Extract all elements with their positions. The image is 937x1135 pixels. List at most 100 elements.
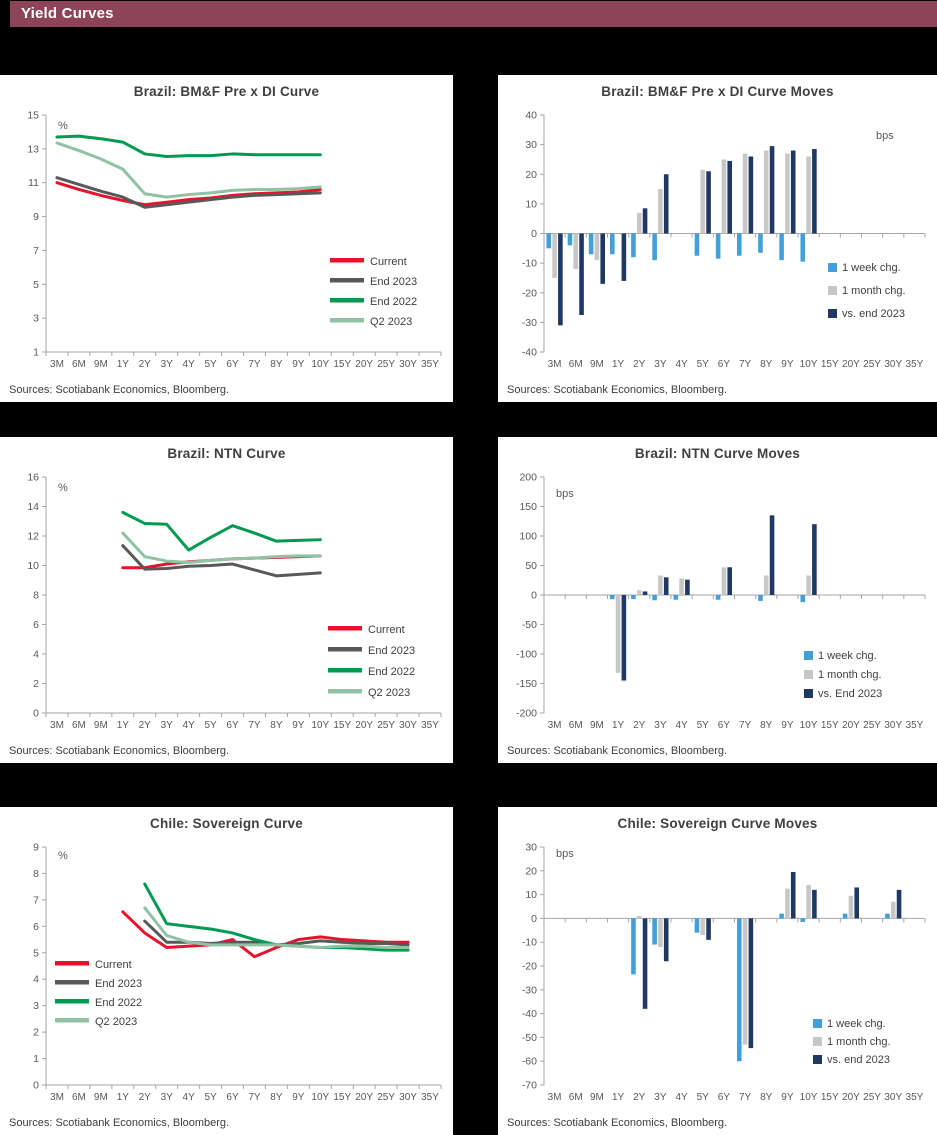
- svg-text:3M: 3M: [50, 1092, 64, 1103]
- svg-text:3Y: 3Y: [654, 720, 667, 731]
- svg-text:1: 1: [33, 347, 39, 359]
- svg-text:5Y: 5Y: [204, 720, 217, 731]
- chile-sovereign-curve-chart: 0 1 2 3 4 5 6 7 8 9 3M 6M 9M 1Y 2Y 3Y 4Y 5Y 6Y 7Y 8Y 9Y 10Y 15Y…: [33, 842, 442, 1103]
- source-note: Sources: Scotiabank Economics, Bloomberg…: [507, 384, 728, 396]
- svg-text:8Y: 8Y: [760, 720, 773, 731]
- svg-text:6M: 6M: [569, 720, 583, 731]
- svg-text:20Y: 20Y: [355, 1092, 373, 1103]
- svg-text:9M: 9M: [590, 720, 604, 731]
- svg-text:4Y: 4Y: [675, 720, 688, 731]
- svg-text:9M: 9M: [590, 1092, 604, 1103]
- svg-text:9Y: 9Y: [781, 1092, 794, 1103]
- svg-text:3M: 3M: [548, 1092, 562, 1103]
- svg-text:Q2 2023: Q2 2023: [95, 1016, 137, 1028]
- svg-text:1Y: 1Y: [612, 359, 625, 370]
- svg-text:4Y: 4Y: [183, 1092, 196, 1103]
- svg-text:30: 30: [525, 842, 537, 854]
- svg-text:9M: 9M: [94, 720, 108, 731]
- svg-text:1Y: 1Y: [117, 359, 130, 370]
- svg-text:-200: -200: [516, 708, 537, 720]
- brazil-ntn-curve-moves-chart: -200 -150 -100 -50 0 50 100 150 200 3M 6M 9M 1Y 2Y 3Y 4…: [516, 472, 926, 731]
- page-title: Yield Curves: [21, 5, 114, 22]
- svg-text:7: 7: [33, 245, 39, 257]
- svg-text:10: 10: [525, 889, 537, 901]
- svg-text:4: 4: [33, 649, 39, 661]
- svg-text:15Y: 15Y: [333, 359, 351, 370]
- svg-text:2Y: 2Y: [633, 1092, 646, 1103]
- svg-text:7Y: 7Y: [248, 720, 261, 731]
- svg-text:2Y: 2Y: [633, 359, 646, 370]
- svg-text:5Y: 5Y: [697, 720, 710, 731]
- svg-text:150: 150: [519, 501, 537, 513]
- svg-text:-50: -50: [522, 1032, 537, 1044]
- svg-text:8Y: 8Y: [270, 359, 283, 370]
- svg-text:9M: 9M: [94, 1092, 108, 1103]
- svg-text:%: %: [58, 120, 68, 132]
- svg-text:35Y: 35Y: [421, 720, 439, 731]
- svg-text:1: 1: [33, 1053, 39, 1065]
- chart-panel-brazil-pre-di-moves: Brazil: BM&F Pre x DI Curve Moves -40 -30…: [498, 75, 937, 402]
- svg-text:-10: -10: [522, 937, 537, 949]
- svg-text:100: 100: [519, 531, 537, 543]
- svg-text:End 2023: End 2023: [370, 276, 417, 288]
- svg-text:9Y: 9Y: [292, 359, 305, 370]
- svg-text:Q2 2023: Q2 2023: [370, 316, 412, 328]
- chart-panel-brazil-pre-di: Brazil: BM&F Pre x DI Curve 1 3 5 7 9 11 13 15 3…: [0, 75, 453, 402]
- svg-text:bps: bps: [556, 848, 574, 860]
- svg-text:8Y: 8Y: [270, 1092, 283, 1103]
- svg-text:2Y: 2Y: [139, 720, 152, 731]
- svg-text:0: 0: [531, 590, 537, 602]
- svg-text:2Y: 2Y: [633, 720, 646, 731]
- svg-text:3: 3: [33, 313, 39, 325]
- svg-text:-60: -60: [522, 1056, 537, 1068]
- svg-text:%: %: [58, 850, 68, 862]
- chart-title: Brazil: NTN Curve: [167, 446, 286, 461]
- svg-text:35Y: 35Y: [906, 359, 924, 370]
- svg-text:25Y: 25Y: [377, 720, 395, 731]
- svg-text:1Y: 1Y: [117, 1092, 130, 1103]
- svg-text:3M: 3M: [50, 359, 64, 370]
- svg-text:11: 11: [28, 177, 39, 189]
- chile-sovereign-curve-moves-chart: -70 -60 -50 -40 -30 -20 -10 0 10 20 30 3M 6M 9M 1Y 2Y 3Y…: [522, 842, 926, 1103]
- chart-title: Brazil: BM&F Pre x DI Curve: [133, 84, 320, 99]
- source-note: Sources: Scotiabank Economics, Bloomberg…: [9, 745, 230, 757]
- svg-text:20Y: 20Y: [842, 359, 860, 370]
- svg-text:1 month chg.: 1 month chg.: [827, 1036, 891, 1048]
- svg-text:1 week chg.: 1 week chg.: [818, 650, 877, 662]
- svg-text:Current: Current: [95, 959, 132, 971]
- svg-text:9: 9: [33, 842, 39, 854]
- chart-panel-chile-sovereign: Chile: Sovereign Curve 0 1 2 3 4 5 6 7 8 9 3M 6M 9M 1…: [0, 807, 453, 1135]
- svg-text:30Y: 30Y: [399, 1092, 417, 1103]
- svg-text:20Y: 20Y: [842, 1092, 860, 1103]
- svg-text:3M: 3M: [50, 720, 64, 731]
- svg-text:10Y: 10Y: [311, 720, 329, 731]
- svg-text:5: 5: [33, 279, 39, 291]
- svg-text:8: 8: [33, 868, 39, 880]
- svg-text:2Y: 2Y: [139, 359, 152, 370]
- svg-text:25Y: 25Y: [377, 1092, 395, 1103]
- svg-text:5Y: 5Y: [697, 1092, 710, 1103]
- svg-text:9Y: 9Y: [781, 720, 794, 731]
- svg-text:0: 0: [531, 228, 537, 240]
- svg-text:35Y: 35Y: [906, 720, 924, 731]
- svg-text:-10: -10: [522, 258, 537, 270]
- source-note: Sources: Scotiabank Economics, Bloomberg…: [9, 384, 230, 396]
- svg-text:7Y: 7Y: [739, 720, 752, 731]
- svg-text:30Y: 30Y: [399, 359, 417, 370]
- svg-text:0: 0: [33, 708, 39, 720]
- svg-text:20Y: 20Y: [842, 720, 860, 731]
- source-note: Sources: Scotiabank Economics, Bloomberg…: [9, 1117, 230, 1129]
- svg-text:3M: 3M: [548, 720, 562, 731]
- chart-title: Chile: Sovereign Curve: [150, 816, 303, 831]
- svg-text:9Y: 9Y: [292, 720, 305, 731]
- svg-text:6: 6: [33, 921, 39, 933]
- svg-text:20: 20: [525, 169, 537, 181]
- svg-text:4Y: 4Y: [675, 359, 688, 370]
- svg-text:3Y: 3Y: [161, 1092, 174, 1103]
- svg-text:7Y: 7Y: [248, 1092, 261, 1103]
- svg-text:35Y: 35Y: [421, 1092, 439, 1103]
- svg-text:25Y: 25Y: [863, 359, 881, 370]
- svg-text:1Y: 1Y: [612, 720, 625, 731]
- svg-text:35Y: 35Y: [906, 1092, 924, 1103]
